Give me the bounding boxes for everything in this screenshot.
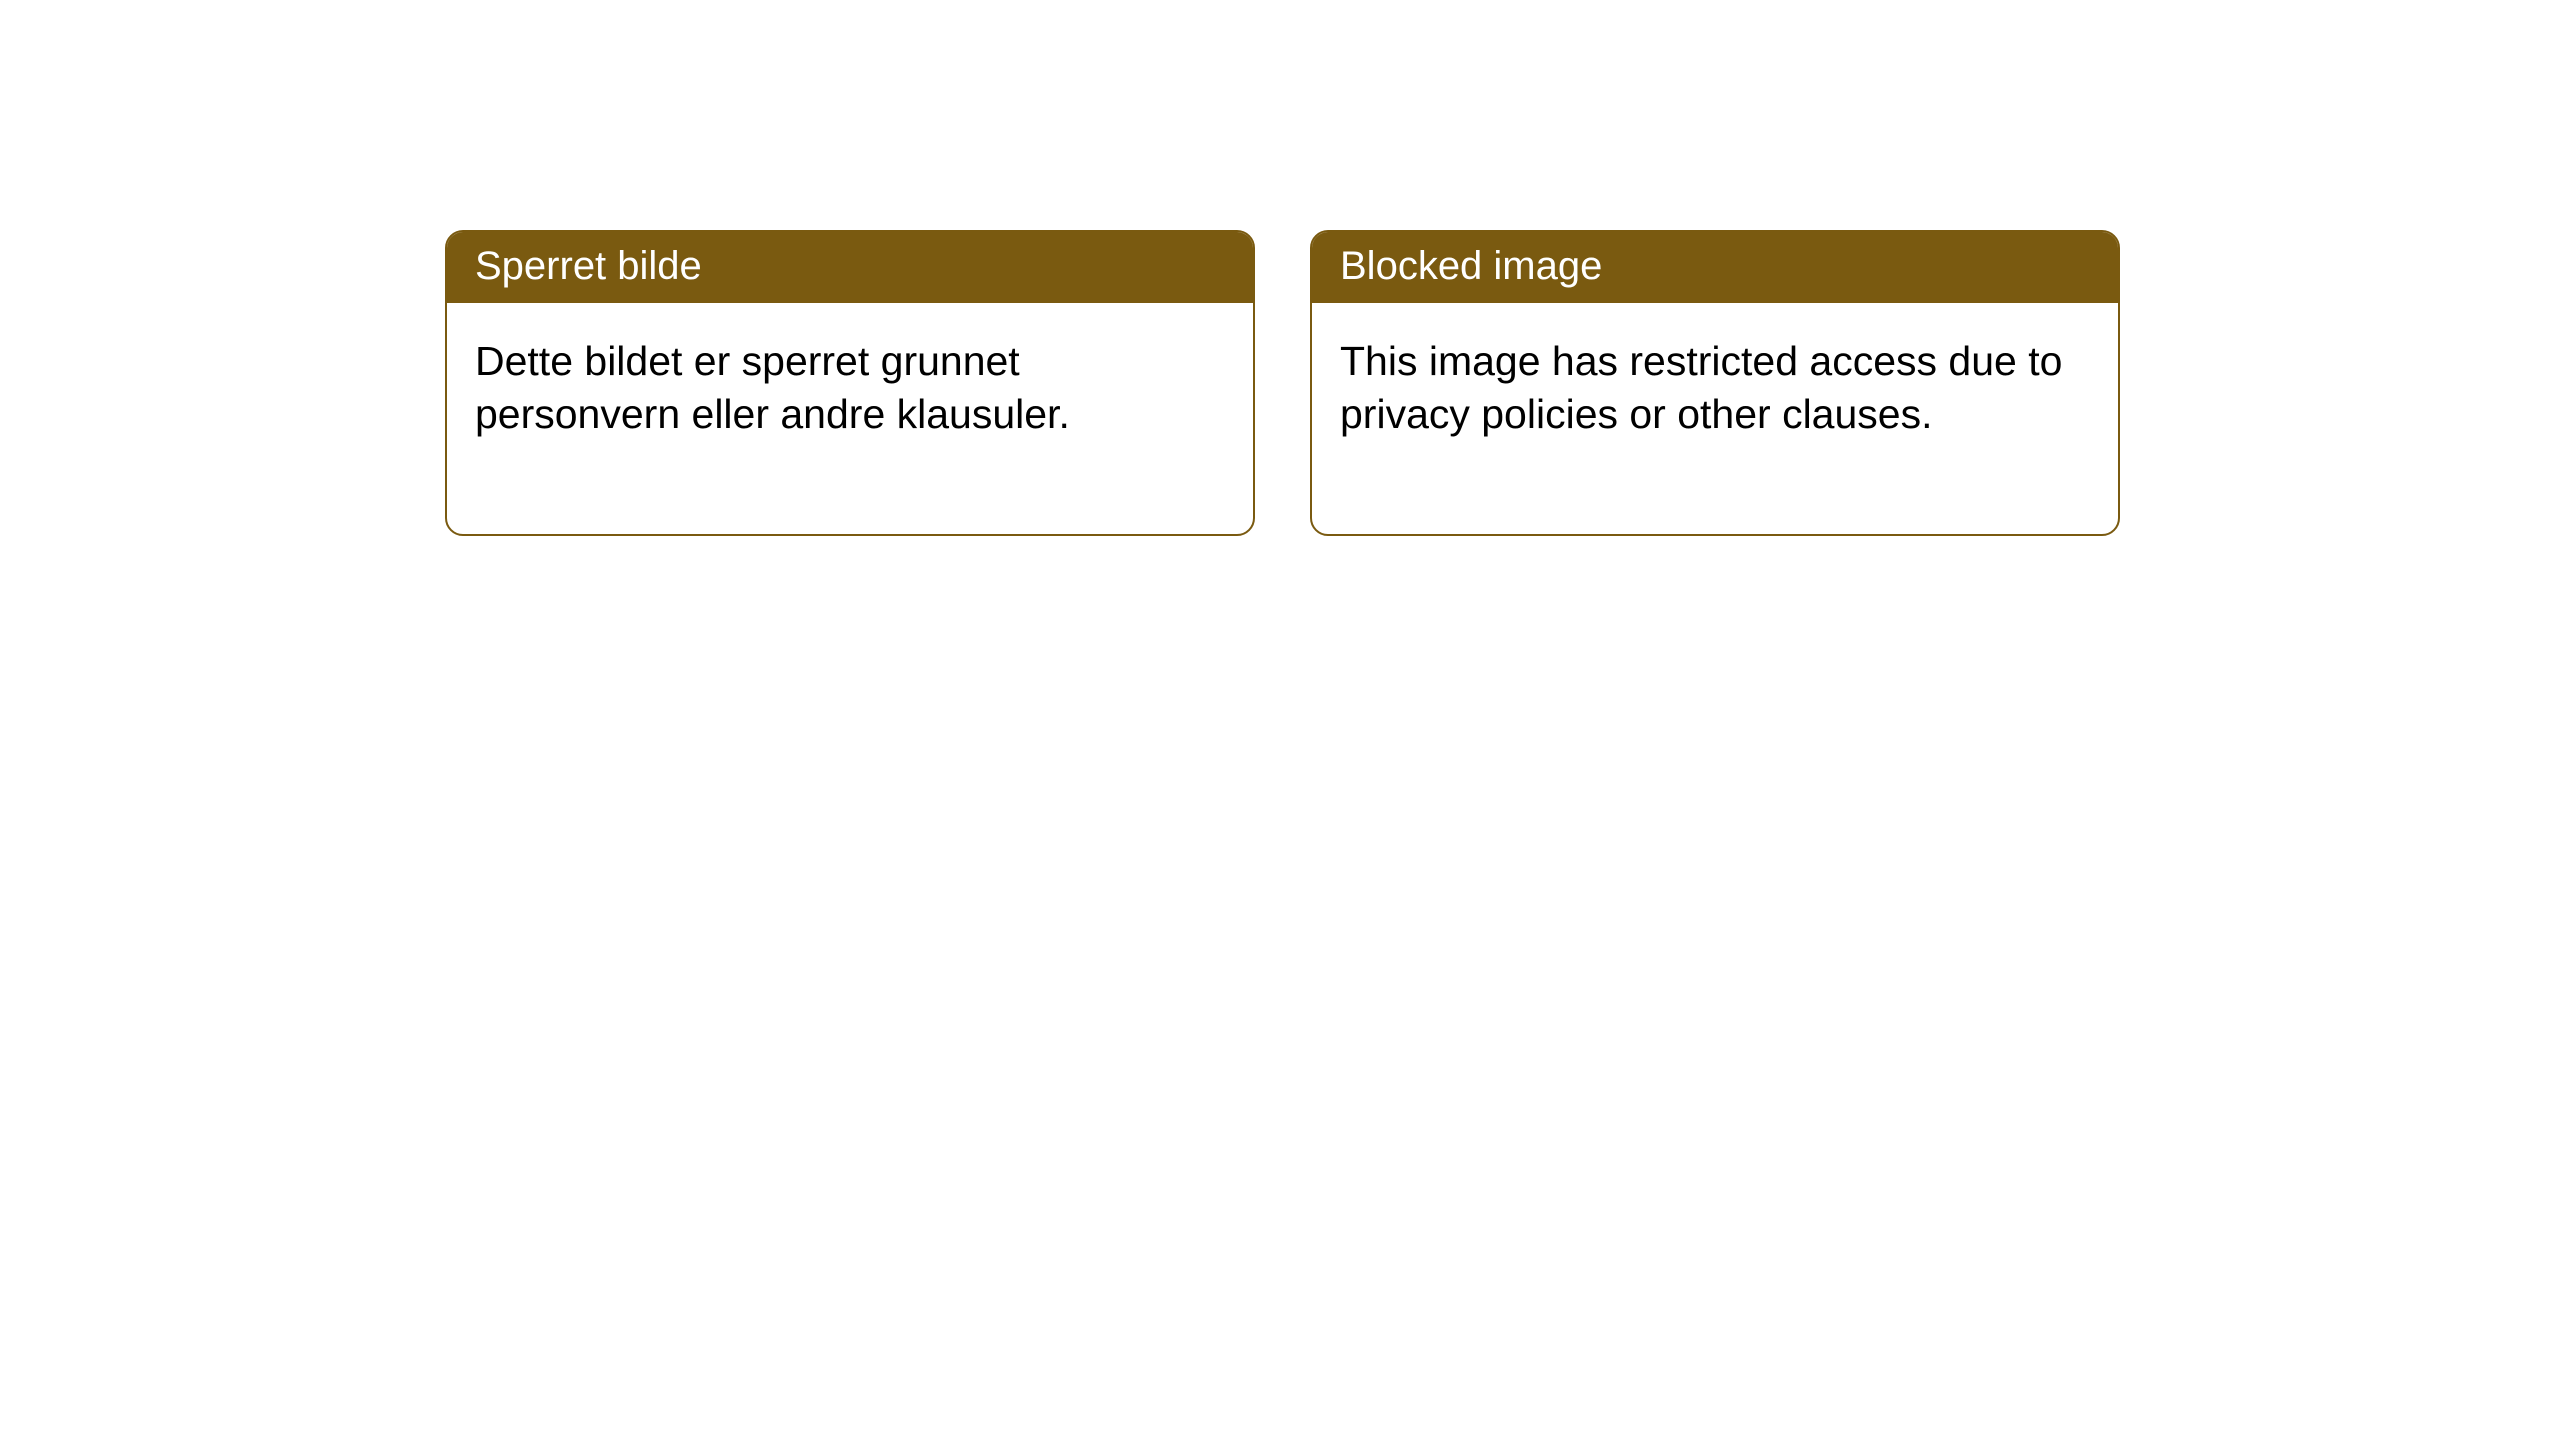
notice-body-norwegian: Dette bildet er sperret grunnet personve… bbox=[447, 303, 1253, 534]
notice-container: Sperret bilde Dette bildet er sperret gr… bbox=[0, 0, 2560, 536]
notice-title-english: Blocked image bbox=[1312, 232, 2118, 303]
notice-title-norwegian: Sperret bilde bbox=[447, 232, 1253, 303]
notice-body-english: This image has restricted access due to … bbox=[1312, 303, 2118, 534]
notice-card-english: Blocked image This image has restricted … bbox=[1310, 230, 2120, 536]
notice-card-norwegian: Sperret bilde Dette bildet er sperret gr… bbox=[445, 230, 1255, 536]
